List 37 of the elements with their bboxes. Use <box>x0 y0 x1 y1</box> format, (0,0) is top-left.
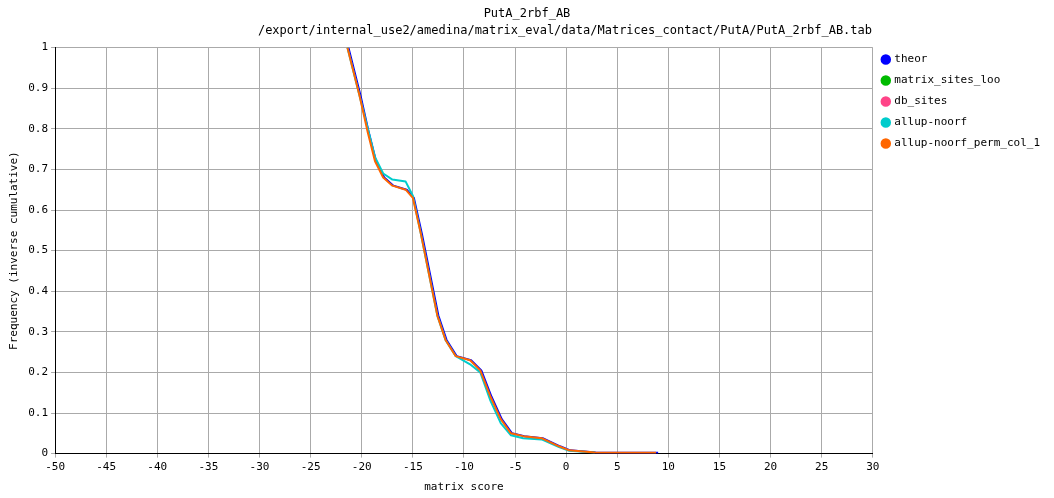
x-tick-label: -35 <box>198 460 219 474</box>
legend-label: allup-noorf <box>894 115 968 129</box>
y-axis-title: Frequency (inverse cumulative) <box>7 151 21 350</box>
chart-subtitle: /export/internal_use2/amedina/matrix_eval/data/Matrices_contact/PutA/PutA_2rbf_AB.tab <box>256 22 873 38</box>
x-tick-label: -50 <box>45 460 66 474</box>
y-tick-label: 0.7 <box>28 162 49 176</box>
y-tick-label: 0.4 <box>28 284 49 298</box>
x-tick-label: -45 <box>96 460 117 474</box>
y-tick-label: 0.3 <box>28 324 49 338</box>
x-tick-label: -40 <box>147 460 168 474</box>
x-tick-label: 15 <box>712 460 727 474</box>
x-tick-label: -10 <box>454 460 474 474</box>
x-tick-label: 0 <box>562 460 570 474</box>
legend-label: db_sites <box>894 94 948 108</box>
y-tick-label: 1 <box>41 40 49 54</box>
x-tick-label: 5 <box>613 460 621 474</box>
x-tick-label: 30 <box>866 460 880 474</box>
x-tick-label: -25 <box>300 460 321 474</box>
x-tick-label: -20 <box>351 460 372 474</box>
x-axis-title: matrix score <box>424 480 504 494</box>
chart-title: PutA_2rbf_AB <box>482 5 572 22</box>
x-tick-label: 10 <box>661 460 675 474</box>
legend-label: theor <box>894 52 928 66</box>
y-tick-label: 0.6 <box>28 202 49 216</box>
x-tick-label: -15 <box>402 460 423 474</box>
x-tick-label: 20 <box>763 460 778 474</box>
x-tick-label: -30 <box>249 460 270 474</box>
y-tick-label: 0.5 <box>28 243 49 257</box>
y-tick-label: 0.1 <box>28 405 49 419</box>
legend-label: allup-noorf_perm_col_1 <box>894 136 1041 150</box>
x-tick-label: -5 <box>508 460 522 474</box>
legend-label: matrix_sites_loo <box>894 73 1001 87</box>
y-tick-label: 0.2 <box>28 365 49 379</box>
y-tick-label: 0.8 <box>28 121 49 135</box>
y-tick-label: 0 <box>41 446 49 460</box>
y-tick-label: 0.9 <box>28 81 49 95</box>
x-tick-label: 25 <box>815 460 829 474</box>
